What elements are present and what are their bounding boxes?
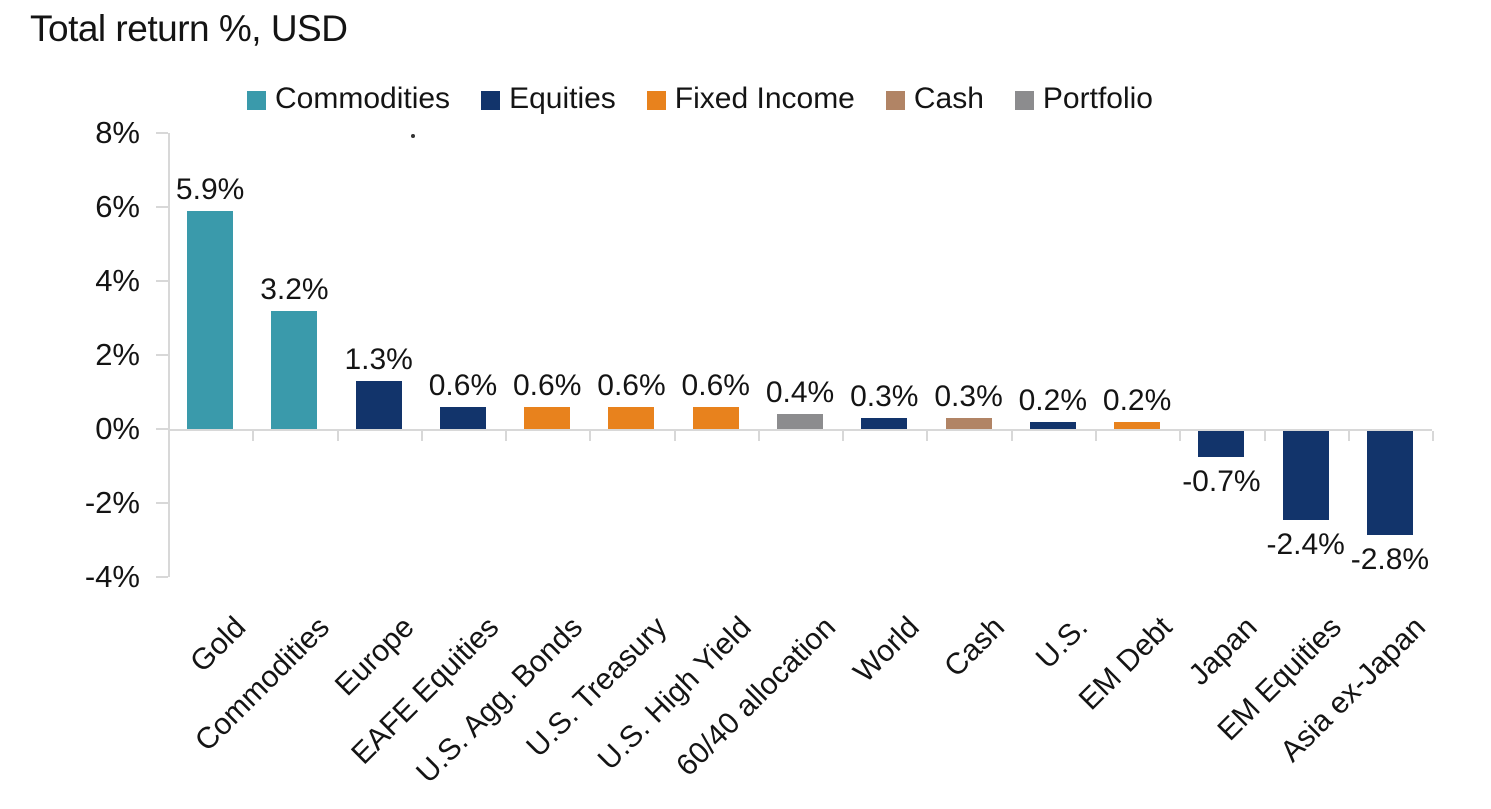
bar-value-label: -0.7% <box>1182 464 1261 498</box>
bar-gold <box>187 210 234 429</box>
legend-label: Fixed Income <box>674 82 855 115</box>
x-tick-mark <box>505 431 508 441</box>
x-tick-mark <box>1432 431 1435 441</box>
bar-value-label: 0.6% <box>597 368 666 402</box>
legend: Commodities Equities Fixed Income Cash Portf… <box>247 82 1153 116</box>
y-tick-mark <box>156 428 168 430</box>
bar-eafe-equities <box>439 406 486 429</box>
bar-value-label: 0.3% <box>934 379 1003 413</box>
y-tick-mark <box>156 280 168 282</box>
bar-value-label: 3.2% <box>260 272 329 306</box>
bar-europe <box>355 380 402 429</box>
bar-value-label: 5.9% <box>175 172 245 206</box>
y-tick-mark <box>156 206 168 208</box>
bar-em-debt <box>1114 421 1161 429</box>
y-axis-line <box>168 133 170 577</box>
x-category-label: Cash <box>937 610 1011 684</box>
x-category-label: Gold <box>183 610 253 679</box>
legend-label: Cash <box>913 82 984 115</box>
x-category-label: Japan <box>1182 610 1264 692</box>
x-category-label: EM Debt <box>1073 610 1180 717</box>
legend-label: Commodities <box>275 82 451 115</box>
legend-swatch-equities-icon <box>481 90 501 110</box>
stray-dot <box>411 134 415 138</box>
x-tick-mark <box>252 431 255 441</box>
bar-value-label: 1.3% <box>344 342 413 376</box>
legend-item-equities: Equities <box>481 82 616 116</box>
bar-u-s-agg-bonds <box>524 406 571 429</box>
x-category-label: World <box>847 610 927 689</box>
x-tick-mark <box>673 431 676 441</box>
x-tick-mark <box>420 431 423 441</box>
y-tick-label: 8% <box>95 115 140 150</box>
bar-japan <box>1198 431 1245 457</box>
bar-u-s-treasury <box>608 406 655 429</box>
y-tick-label: 2% <box>95 337 140 372</box>
bar-cash <box>945 417 992 429</box>
chart-title: Total return %, USD <box>30 8 348 49</box>
bar-60-40-allocation <box>777 414 824 429</box>
y-tick-label: 0% <box>95 411 140 446</box>
bar-value-label: 0.6% <box>681 368 750 402</box>
bar-value-label: -2.4% <box>1266 527 1345 561</box>
x-tick-mark <box>1263 431 1266 441</box>
legend-swatch-portfolio-icon <box>1014 90 1034 110</box>
y-tick-mark <box>156 576 168 578</box>
bar-em-equities <box>1282 431 1329 520</box>
x-tick-mark <box>589 431 592 441</box>
legend-swatch-cash-icon <box>885 90 905 110</box>
legend-label: Equities <box>509 82 616 115</box>
x-category-label: U.S. <box>1030 610 1095 676</box>
bar-value-label: 0.3% <box>850 379 919 413</box>
bar-u-s-high-yield <box>692 406 739 429</box>
x-tick-mark <box>1347 431 1350 441</box>
legend-item-fixed-income: Fixed Income <box>646 82 855 116</box>
bar-u-s <box>1029 421 1076 429</box>
bar-asia-ex-japan <box>1366 431 1413 535</box>
legend-item-commodities: Commodities <box>247 82 450 116</box>
bar-value-label: 0.4% <box>765 376 835 410</box>
y-tick-mark <box>156 502 168 504</box>
x-tick-mark <box>1094 431 1097 441</box>
bar-commodities <box>271 310 318 429</box>
x-category-label: 60/40 allocation <box>670 610 842 783</box>
x-tick-mark <box>842 431 845 441</box>
bar-value-label: 0.2% <box>1102 383 1172 417</box>
y-tick-label: -2% <box>84 485 140 520</box>
bar-value-label: -2.8% <box>1350 542 1430 576</box>
y-tick-label: 6% <box>95 189 140 224</box>
x-axis-baseline <box>168 429 1433 431</box>
y-tick-label: -4% <box>84 559 140 594</box>
y-tick-label: 4% <box>95 263 140 298</box>
legend-item-cash: Cash <box>885 82 984 116</box>
x-tick-mark <box>1010 431 1013 441</box>
bar-world <box>861 417 908 429</box>
x-tick-mark <box>757 431 760 441</box>
x-category-label: U.S. High Yield <box>591 610 758 777</box>
legend-swatch-fixed-income-icon <box>646 90 666 110</box>
y-tick-mark <box>156 132 168 134</box>
x-tick-mark <box>1179 431 1182 441</box>
bar-value-label: 0.2% <box>1018 383 1088 417</box>
y-tick-mark <box>156 354 168 356</box>
bar-value-label: 0.6% <box>513 368 582 402</box>
legend-swatch-commodities-icon <box>247 90 266 110</box>
bar-value-label: 0.6% <box>428 368 498 402</box>
x-tick-mark <box>926 431 929 441</box>
legend-label: Portfolio <box>1042 82 1153 115</box>
legend-item-portfolio: Portfolio <box>1014 82 1153 116</box>
x-tick-mark <box>336 431 339 441</box>
x-category-label: EAFE Equities <box>344 610 505 771</box>
